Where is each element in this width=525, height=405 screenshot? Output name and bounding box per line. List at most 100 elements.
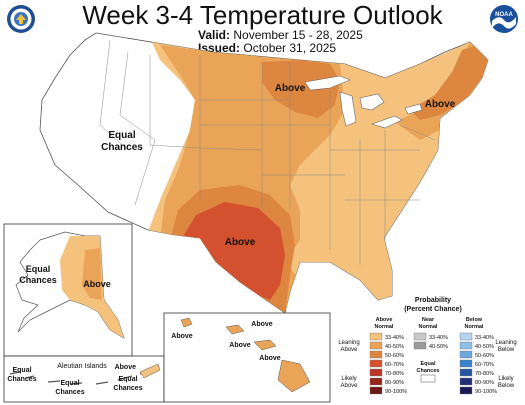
west-equal-label: Equal	[108, 130, 135, 141]
legend-near-header-1: Near	[422, 317, 435, 323]
hawaii-inset: Above Above Above Above	[163, 312, 331, 403]
aleutian-equal-2: Equal	[60, 380, 79, 387]
legend-above-label-1: 40-50%	[385, 344, 404, 350]
legend-below-label-5: 80-90%	[475, 380, 494, 386]
hawaii-island-kauai	[180, 317, 193, 328]
great-lakes	[304, 75, 423, 129]
legend-above-swatch-4	[369, 368, 383, 377]
aleutian-inset-frame	[3, 355, 165, 403]
legend-above-label-5: 80-90%	[385, 380, 404, 386]
legend-below-swatch-4	[459, 368, 473, 377]
legend-above-label-6: 90-100%	[385, 389, 407, 395]
legend-above-swatch-1	[369, 341, 383, 350]
legend-near-header-2: Normal	[419, 324, 438, 330]
legend-above-label-4: 70-80%	[385, 371, 404, 377]
legend-below-swatch-3	[459, 359, 473, 368]
hawaii-above-2: Above	[251, 321, 273, 328]
alaska-chances-label: Chances	[19, 275, 57, 285]
noaa-logo-icon: NOAA	[490, 5, 518, 33]
legend-above-label-0: 33-40%	[385, 335, 404, 341]
legend-below-header-1: Below	[466, 317, 483, 323]
hawaii-island-big-island	[277, 359, 311, 393]
noaa-logo-text: NOAA	[495, 12, 513, 18]
legend-near-label-1: 40-50%	[429, 344, 448, 350]
legend-below-label-1: 40-50%	[475, 344, 494, 350]
aleutian-equal-3: Equal	[118, 376, 137, 383]
legend-above-swatch-5	[369, 377, 383, 386]
legend-below-label-0: 33-40%	[475, 335, 494, 341]
legend-leaning-below-2: Below	[498, 347, 515, 353]
valid-dates: November 15 - 28, 2025	[233, 28, 363, 42]
legend-below-label-4: 70-80%	[475, 371, 494, 377]
legend-near-scale: 33-40% 40-50%	[413, 332, 448, 350]
aleutian-above-shape	[139, 363, 161, 379]
legend-above-scale: 33-40% 40-50% 50-60% 60-70% 70-80% 80-90% 90-1…	[369, 332, 407, 395]
legend-likely-below-2: Below	[498, 383, 515, 389]
legend-below-swatch-0	[459, 332, 473, 341]
hawaii-above-3: Above	[229, 342, 251, 349]
aleutian-chances-3: Chances	[113, 385, 142, 392]
above-50-60-northeast-region	[410, 46, 488, 120]
legend-likely-below-1: Likely	[498, 376, 513, 382]
valid-dates-line: Valid: November 15 - 28, 2025	[198, 28, 363, 42]
legend-below-swatch-2	[459, 350, 473, 359]
legend-subtitle: (Percent Chance)	[404, 306, 462, 313]
aleutian-islands-title: Aleutian Islands	[57, 363, 107, 370]
legend-above-header-2: Normal	[375, 324, 394, 330]
texas-above-label: Above	[225, 237, 256, 248]
legend-above-label-2: 50-60%	[385, 353, 404, 359]
legend-equal-2: Chances	[417, 368, 440, 374]
plains-above-label: Above	[275, 83, 306, 94]
issued-date: October 31, 2025	[243, 41, 337, 55]
legend-above-swatch-0	[369, 332, 383, 341]
state-borders	[99, 39, 436, 265]
legend-above-header-1: Above	[376, 317, 393, 323]
legend-below-swatch-5	[459, 377, 473, 386]
legend-leaning-above-1: Leaning	[338, 340, 359, 346]
alaska-above-label: Above	[83, 279, 111, 289]
alaska-equal-label: Equal	[26, 264, 51, 274]
hawaii-island-oahu	[225, 324, 245, 335]
aleutian-inset: Aleutian Islands Equal Chances Equal Cha…	[3, 355, 165, 403]
legend-equal-swatch	[420, 374, 436, 383]
above-60-70-texas-region	[182, 202, 285, 300]
valid-label: Valid:	[198, 28, 231, 42]
legend-above-swatch-2	[369, 350, 383, 359]
legend-leaning-above-2: Above	[340, 347, 358, 353]
legend-equal-1: Equal	[421, 361, 436, 367]
map-title: Week 3-4 Temperature Outlook	[82, 0, 443, 30]
hawaii-above-1: Above	[171, 333, 193, 340]
hawaii-inset-frame	[163, 312, 331, 403]
legend-below-swatch-1	[459, 341, 473, 350]
legend-leaning-below-1: Leaning	[495, 340, 516, 346]
legend-above-label-3: 60-70%	[385, 362, 404, 368]
legend-title: Probability	[415, 297, 451, 304]
usdoc-seal-icon	[7, 5, 35, 33]
alaska-inset: Equal Chances Above	[3, 223, 133, 357]
legend-below-label-3: 60-70%	[475, 362, 494, 368]
legend-near-swatch-1	[413, 341, 427, 350]
aleutian-islands-shapes	[9, 367, 157, 385]
legend-above-swatch-3	[369, 359, 383, 368]
legend-below-swatch-6	[459, 386, 473, 395]
west-chances-label: Chances	[101, 142, 143, 153]
issued-date-line: Issued: October 31, 2025	[198, 41, 336, 55]
legend-near-swatch-0	[413, 332, 427, 341]
legend-above-swatch-6	[369, 386, 383, 395]
above-50-60-plains-region	[262, 60, 340, 118]
legend-below-label-6: 90-100%	[475, 389, 497, 395]
conus-map	[39, 32, 489, 314]
aleutian-chances-1: Chances	[7, 376, 36, 383]
legend-below-label-2: 50-60%	[475, 353, 494, 359]
northeast-above-label: Above	[425, 99, 456, 110]
aleutian-above: Above	[115, 364, 137, 371]
legend-likely-above-1: Likely	[341, 376, 356, 382]
legend-near-label-0: 33-40%	[429, 335, 448, 341]
alaska-above-40-50	[82, 248, 102, 300]
legend-below-header-2: Normal	[465, 324, 484, 330]
hawaii-island-molokai-maui	[253, 339, 277, 351]
legend-likely-above-2: Above	[340, 383, 358, 389]
legend: Probability (Percent Chance) Above Norma…	[338, 297, 516, 395]
legend-below-scale: 33-40% 40-50% 50-60% 60-70% 70-80% 80-90% 90-1…	[459, 332, 497, 395]
